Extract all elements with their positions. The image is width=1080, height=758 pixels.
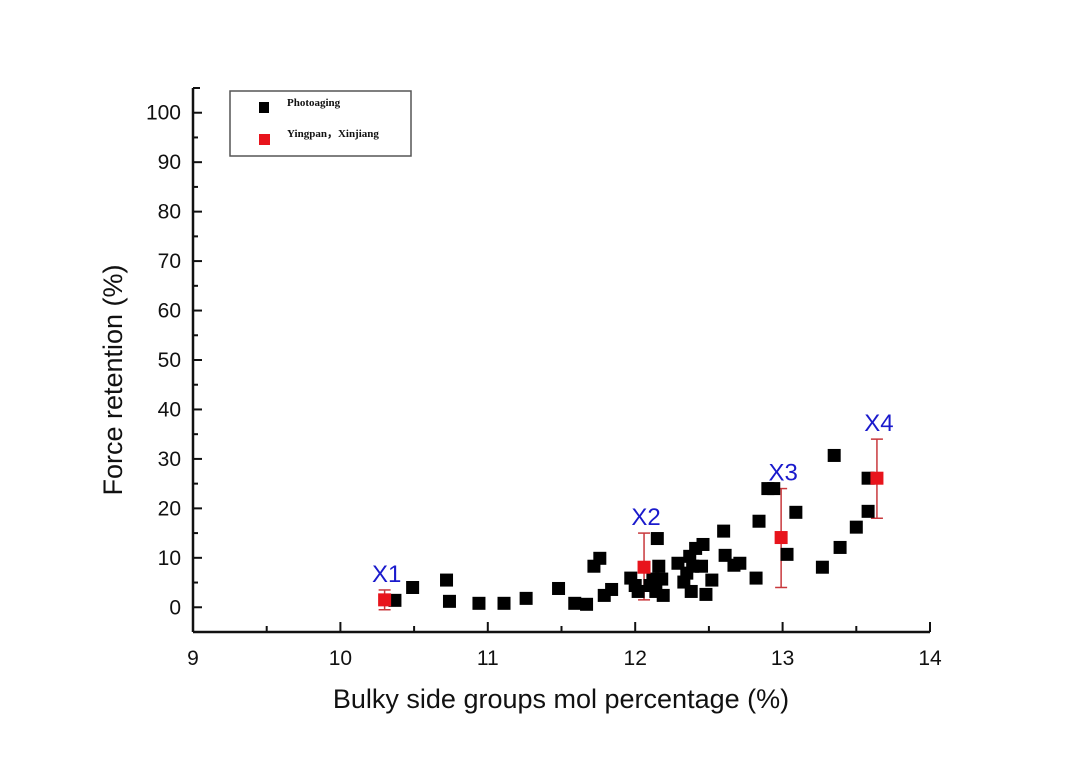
photoaging-point [749,571,763,585]
photoaging-point [695,559,709,573]
y-tick-label: 40 [158,398,181,421]
x-tick-label: 14 [918,647,942,670]
y-tick-label: 10 [158,547,181,570]
point-annotation-x1: X1 [372,561,401,588]
photoaging-point [652,559,666,573]
photoaging-point [442,594,456,608]
photoaging-point [497,596,511,610]
photoaging-point [656,588,670,602]
photoaging-point [861,504,875,518]
x-axis-title: Bulky side groups mol percentage (%) [333,684,789,714]
y-tick-label: 0 [169,596,181,619]
photoaging-point [789,505,803,519]
photoaging-point [655,572,669,586]
y-tick-label: 80 [158,201,181,224]
photoaging-point [833,540,847,554]
y-tick-label: 70 [158,250,181,273]
legend-label-photoaging: Photoaging [287,97,341,109]
photoaging-point [718,548,732,562]
yingpan-point [637,560,651,574]
y-tick-label: 30 [158,448,181,471]
photoaging-point [552,581,566,595]
x-tick-label: 12 [624,647,647,670]
photoaging-point [752,514,766,528]
x-tick-label: 11 [477,647,499,670]
yingpan-point [870,471,884,485]
y-ticks: 0 10 20 30 40 50 60 70 80 90 100 [146,87,202,633]
legend: Photoaging Yingpan，Xinjiang [229,90,412,157]
photoaging-point [827,448,841,462]
photoaging-point [780,547,794,561]
x-tick-label: 13 [771,647,794,670]
legend-label-yingpan: Yingpan，Xinjiang [287,128,379,140]
photoaging-point [593,551,607,565]
photoaging-point [699,587,713,601]
y-tick-label: 100 [146,102,181,125]
axes [191,87,931,634]
photoaging-point [650,532,664,546]
legend-marker-photoaging [259,102,269,113]
photoaging-point [568,596,582,610]
photoaging-point [717,524,731,538]
photoaging-point [580,597,594,611]
legend-box [229,90,412,157]
photoaging-point [631,584,645,598]
point-annotations: X1 X2 X3 X4 [372,410,894,588]
yingpan-point [774,531,788,545]
point-annotation-x3: X3 [768,460,797,487]
x-tick-label: 9 [187,647,199,670]
photoaging-point [705,573,719,587]
y-tick-label: 90 [158,151,181,174]
x-ticks: 9 10 11 12 13 14 [187,622,942,670]
y-tick-label: 20 [158,497,181,520]
yingpan-point [378,593,392,607]
legend-marker-yingpan [259,134,270,145]
x-tick-label: 10 [329,647,352,670]
photoaging-point [671,556,685,570]
photoaging-point [767,482,781,496]
photoaging-point [684,584,698,598]
photoaging-point [472,596,486,610]
photoaging-point [815,560,829,574]
y-tick-label: 60 [158,300,181,323]
y-axis-title: Force retention (%) [98,264,128,495]
data-points [378,448,884,611]
photoaging-point [733,556,747,570]
point-annotation-x2: X2 [631,504,660,531]
photoaging-point [519,591,533,605]
photoaging-point [440,573,454,587]
point-annotation-x4: X4 [864,410,893,437]
photoaging-point [605,582,619,596]
photoaging-point [849,520,863,534]
photoaging-point [406,580,420,594]
y-tick-label: 50 [158,349,181,372]
photoaging-point [388,593,402,607]
photoaging-point [696,537,710,551]
